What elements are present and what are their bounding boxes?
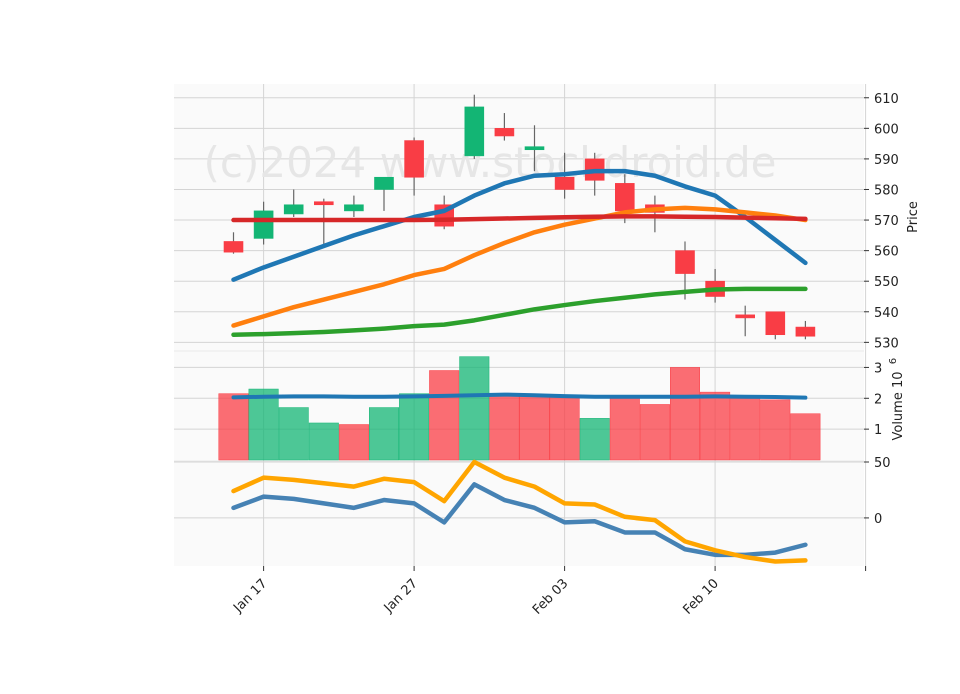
volume-bar	[609, 396, 640, 461]
candle-body	[554, 176, 575, 190]
price-axis-tick-label: 610	[874, 92, 899, 107]
oscillator-axis-tick-label: 50	[874, 456, 891, 471]
candle-body	[344, 204, 364, 212]
price-ma-line	[231, 205, 808, 328]
candle-body	[765, 311, 786, 336]
volume-bar	[639, 404, 670, 461]
volume-bar	[459, 356, 490, 461]
volume-bar	[429, 370, 460, 461]
candle-body	[464, 106, 485, 157]
price-axis-tick-label: 550	[874, 275, 899, 290]
volume-axis-title: Volume 10	[891, 371, 906, 440]
volume-bar	[218, 393, 249, 461]
volume-bar	[790, 413, 821, 461]
volume-ma-line	[231, 392, 808, 400]
price-axis-tick-label: 580	[874, 183, 899, 198]
volume-bar	[519, 394, 550, 461]
volume-bar	[579, 418, 610, 461]
x-tick-label: Jan 27	[381, 576, 421, 616]
price-axis-title: Price	[906, 201, 921, 233]
volume-axis-exponent: 6	[888, 358, 899, 364]
oscillator-axis-tick-label: 0	[874, 512, 882, 527]
volume-bar	[700, 391, 731, 461]
candle-body	[735, 314, 756, 319]
volume-bar	[549, 396, 580, 461]
volume-bar	[489, 393, 520, 461]
price-axis-tick-label: 590	[874, 153, 899, 168]
price-axis-tick-label: 540	[874, 306, 899, 321]
volume-bar	[670, 367, 700, 461]
watermark: (c)2024 www.stockdroid.de	[204, 138, 777, 187]
candle-body	[795, 326, 816, 337]
price-axis-tick-label: 570	[874, 214, 899, 229]
volume-bar	[760, 399, 791, 461]
oscillator-line	[231, 459, 808, 564]
volume-axis-tick-label: 2	[874, 392, 882, 407]
oscillator-line	[231, 482, 808, 558]
volume-axis-tick-label: 1	[874, 423, 882, 438]
volume-bar	[248, 388, 279, 461]
candle-body	[675, 250, 695, 274]
price-axis-tick-label: 600	[874, 122, 899, 137]
x-tick-label: Feb 10	[680, 576, 722, 618]
x-tick-label: Feb 03	[530, 576, 572, 618]
candle-body	[404, 140, 424, 178]
volume-bar	[399, 393, 430, 461]
candle-body	[283, 204, 304, 215]
volume-bar	[278, 407, 309, 461]
volume-axis-tick-label: 3	[874, 361, 882, 376]
volume-bar	[369, 407, 399, 461]
candle-body	[374, 176, 394, 190]
candle-body	[614, 183, 635, 212]
candle-body	[223, 241, 244, 253]
x-tick-label: Jan 17	[230, 576, 270, 616]
volume-bar	[338, 424, 369, 461]
price-ma-line	[231, 214, 808, 223]
candle-body	[313, 201, 334, 206]
volume-bar	[730, 398, 761, 461]
candle-body	[253, 210, 274, 239]
price-axis-tick-label: 530	[874, 336, 899, 351]
candle-body	[524, 146, 545, 151]
volume-bar	[308, 422, 339, 461]
candle-body	[494, 128, 515, 137]
price-axis-tick-label: 560	[874, 245, 899, 260]
price-ma-line	[231, 168, 808, 282]
price-ma-line	[231, 286, 808, 337]
